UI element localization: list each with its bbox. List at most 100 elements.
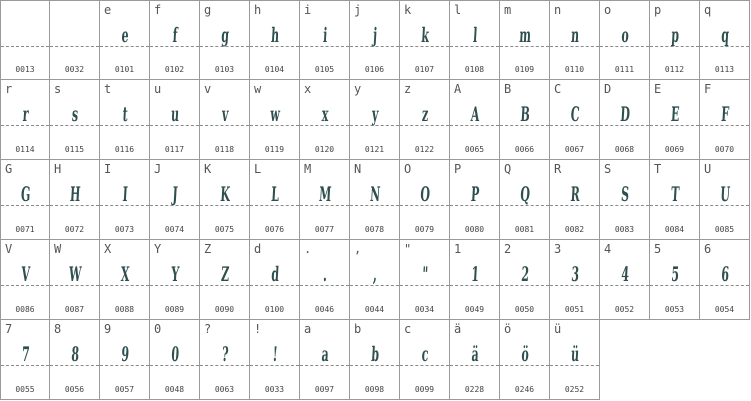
glyph-sample: 2 <box>520 262 530 286</box>
glyph-cell[interactable]: ?? 0063 <box>200 320 250 400</box>
glyph-cell[interactable]: p p 0112 <box>650 0 700 80</box>
glyph-label: z <box>404 82 412 96</box>
glyph-code: 0076 <box>264 225 285 234</box>
baseline-divider <box>50 46 99 47</box>
glyph-cell[interactable]: 9 9 0057 <box>100 320 150 400</box>
glyph-label: s <box>54 82 62 96</box>
glyph-cell[interactable]: B B 0066 <box>500 80 550 160</box>
glyph-cell[interactable]: f f 0102 <box>150 0 200 80</box>
glyph-cell[interactable]: S S 0083 <box>600 160 650 240</box>
glyph-cell[interactable]: F F 0070 <box>700 80 750 160</box>
glyph-cell[interactable]: t t 0116 <box>100 80 150 160</box>
glyph-cell[interactable]: 1 1 0049 <box>450 240 500 320</box>
glyph-sample: , <box>372 262 378 286</box>
glyph-cell[interactable]: A A 0065 <box>450 80 500 160</box>
glyph-cell[interactable]: ä ä 0228 <box>450 320 500 400</box>
glyph-cell[interactable]: N N 0078 <box>350 160 400 240</box>
baseline-divider <box>150 46 199 47</box>
glyph-cell[interactable]: h h 0104 <box>250 0 300 80</box>
baseline-divider <box>50 285 99 286</box>
glyph-cell[interactable]: L L 0076 <box>250 160 300 240</box>
glyph-cell[interactable]: J J 0074 <box>150 160 200 240</box>
baseline-divider <box>100 365 149 366</box>
glyph-cell[interactable]: x x 0120 <box>300 80 350 160</box>
glyph-cell[interactable]: 0 0 0048 <box>150 320 200 400</box>
glyph-sample: ? <box>221 342 230 366</box>
glyph-cell[interactable]: I I 0073 <box>100 160 150 240</box>
glyph-cell[interactable]: s s 0115 <box>50 80 100 160</box>
glyph-cell[interactable]: K K 0075 <box>200 160 250 240</box>
glyph-cell[interactable]: ö ö 0246 <box>500 320 550 400</box>
glyph-cell[interactable]: k k 0107 <box>400 0 450 80</box>
glyph-cell[interactable]: U U 0085 <box>700 160 750 240</box>
baseline-divider <box>550 285 599 286</box>
glyph-cell[interactable]: ü ü 0252 <box>550 320 600 400</box>
glyph-cell[interactable]: Z Z 0090 <box>200 240 250 320</box>
glyph-cell[interactable]: w w 0119 <box>250 80 300 160</box>
glyph-cell[interactable]: b b 0098 <box>350 320 400 400</box>
glyph-cell[interactable]: u u 0117 <box>150 80 200 160</box>
glyph-code: 0098 <box>364 385 385 394</box>
glyph-cell[interactable]: V V 0086 <box>0 240 50 320</box>
baseline-divider <box>450 285 499 286</box>
glyph-code: 0068 <box>614 145 635 154</box>
glyph-cell[interactable]: m m 0109 <box>500 0 550 80</box>
glyph-cell[interactable]: j j 0106 <box>350 0 400 80</box>
glyph-cell[interactable]: E E 0069 <box>650 80 700 160</box>
glyph-cell[interactable]: R R 0082 <box>550 160 600 240</box>
glyph-cell[interactable]: o o 0111 <box>600 0 650 80</box>
glyph-cell[interactable]: 7 7 0055 <box>0 320 50 400</box>
glyph-sample: n <box>570 23 580 47</box>
glyph-sample: S <box>620 182 630 206</box>
glyph-label: 5 <box>654 242 662 256</box>
glyph-cell[interactable]: v v 0118 <box>200 80 250 160</box>
baseline-divider <box>100 285 149 286</box>
glyph-cell[interactable]: i i 0105 <box>300 0 350 80</box>
glyph-sample: r <box>22 102 30 126</box>
glyph-code: 0033 <box>264 385 285 394</box>
glyph-cell[interactable]: G G 0071 <box>0 160 50 240</box>
glyph-cell[interactable]: a a 0097 <box>300 320 350 400</box>
glyph-cell[interactable]: O O 0079 <box>400 160 450 240</box>
glyph-cell[interactable]: ,, 0044 <box>350 240 400 320</box>
glyph-cell[interactable]: 5 5 0053 <box>650 240 700 320</box>
baseline-divider <box>300 365 349 366</box>
glyph-code: 0084 <box>664 225 685 234</box>
glyph-cell[interactable]: M M 0077 <box>300 160 350 240</box>
glyph-cell[interactable]: q q 0113 <box>700 0 750 80</box>
glyph-cell[interactable]: 6 6 0054 <box>700 240 750 320</box>
glyph-cell[interactable]: y y 0121 <box>350 80 400 160</box>
glyph-cell[interactable]: H H 0072 <box>50 160 100 240</box>
glyph-cell[interactable]: n n 0110 <box>550 0 600 80</box>
glyph-cell[interactable]: l l 0108 <box>450 0 500 80</box>
glyph-cell[interactable]: 8 8 0056 <box>50 320 100 400</box>
glyph-cell[interactable]: D D 0068 <box>600 80 650 160</box>
glyph-cell[interactable]: g g 0103 <box>200 0 250 80</box>
glyph-cell[interactable]: e e 0101 <box>100 0 150 80</box>
glyph-cell[interactable]: d d 0100 <box>250 240 300 320</box>
baseline-divider <box>250 365 299 366</box>
glyph-cell[interactable]: C C 0067 <box>550 80 600 160</box>
glyph-label: J <box>154 162 162 176</box>
glyph-cell[interactable]: z z 0122 <box>400 80 450 160</box>
glyph-code: 0120 <box>314 145 335 154</box>
glyph-cell[interactable]: " " 0034 <box>400 240 450 320</box>
glyph-cell[interactable]: W W 0087 <box>50 240 100 320</box>
glyph-cell[interactable]: 2 2 0050 <box>500 240 550 320</box>
glyph-cell[interactable]: 3 3 0051 <box>550 240 600 320</box>
glyph-cell[interactable]: 0032 <box>50 0 100 80</box>
glyph-cell[interactable]: .. 0046 <box>300 240 350 320</box>
glyph-cell[interactable]: !! 0033 <box>250 320 300 400</box>
glyph-cell[interactable]: 0013 <box>0 0 50 80</box>
glyph-cell[interactable]: Q Q 0081 <box>500 160 550 240</box>
glyph-cell[interactable]: P P 0080 <box>450 160 500 240</box>
glyph-cell[interactable]: Y Y 0089 <box>150 240 200 320</box>
glyph-cell[interactable]: 4 4 0052 <box>600 240 650 320</box>
glyph-cell[interactable]: X X 0088 <box>100 240 150 320</box>
glyph-sample: i <box>322 23 328 47</box>
glyph-code: 0252 <box>564 385 585 394</box>
glyph-label: O <box>404 162 412 176</box>
glyph-cell[interactable]: r r 0114 <box>0 80 50 160</box>
glyph-cell[interactable]: c c 0099 <box>400 320 450 400</box>
glyph-cell[interactable]: T T 0084 <box>650 160 700 240</box>
